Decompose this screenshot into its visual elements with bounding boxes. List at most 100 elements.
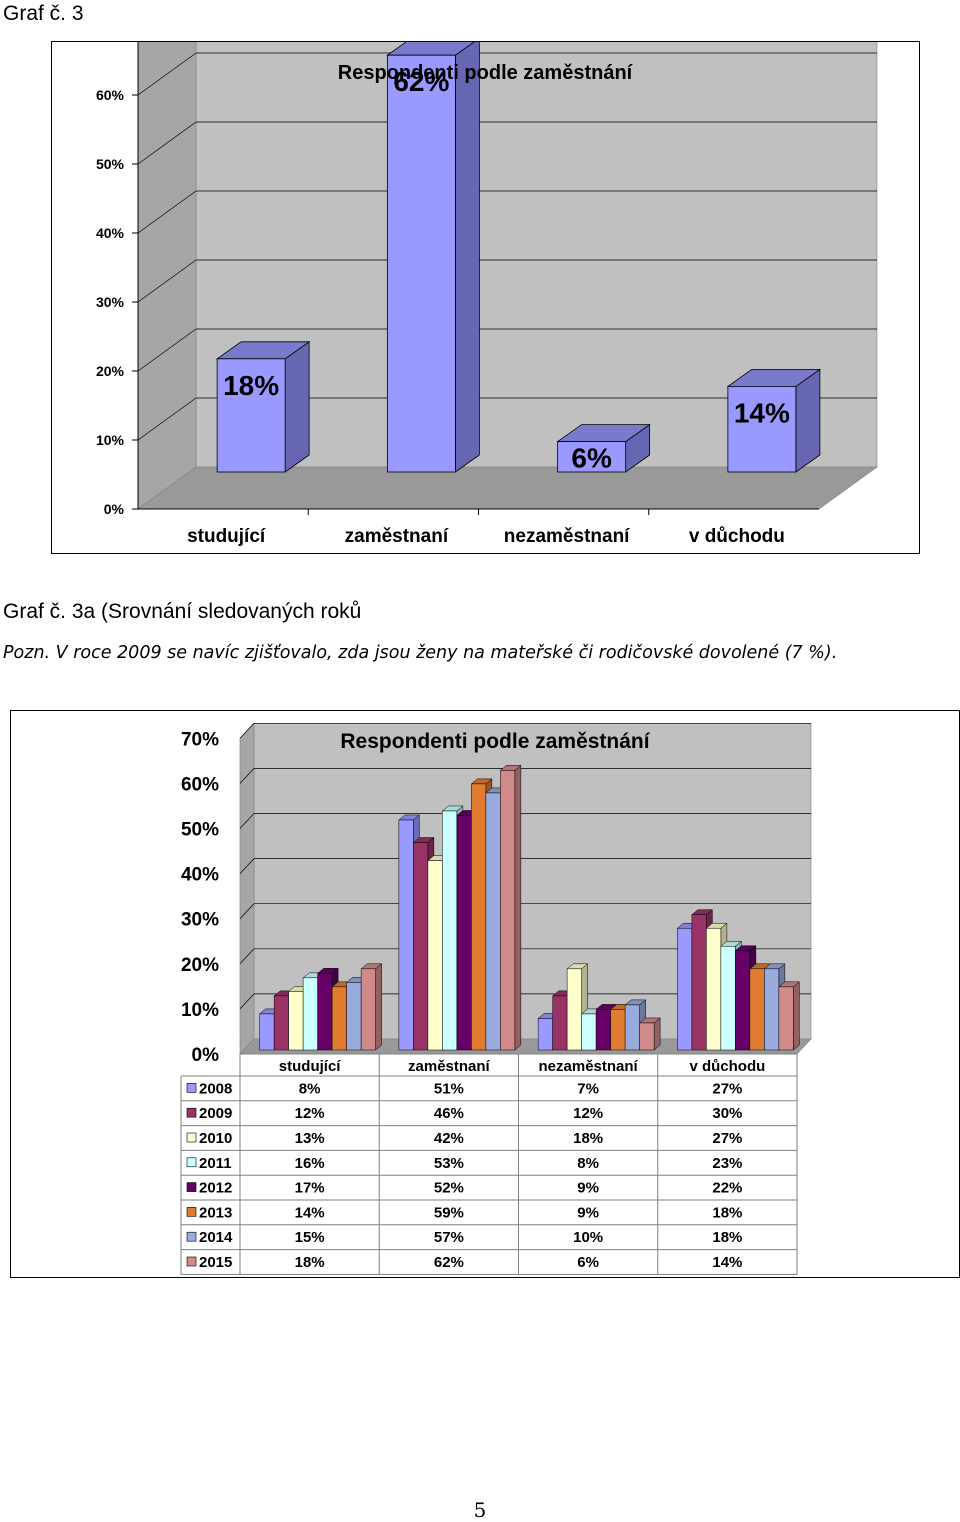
chart-2-bar-side [375,963,382,1051]
chart-2-ytick-label: 0% [192,1045,220,1066]
chart-2-bar [456,815,472,1051]
chart-2-bar [360,968,376,1051]
chart-2-bar [706,927,722,1051]
chart-1-svg: Respondenti podle zaměstnání 0% 10% 20% 30% 4… [96,0,878,547]
chart-2-svg: 0% 10% 20% 30% 40% 50% 60% 70% Respondenti podle… [180,722,812,1275]
chart-2-table-cell: 7% [577,1080,599,1097]
chart-1-bar [727,385,797,473]
chart-2-bar [442,810,458,1051]
chart-1-ytick-label: 10% [96,432,125,448]
chart-1-data-label: 14% [734,397,790,428]
chart-2-bar [566,968,582,1051]
chart-2-bar [624,1004,640,1051]
chart-2-category-label: v důchodu [689,1058,765,1075]
chart-2-gridline-side [239,903,255,919]
chart-2-bar [288,991,304,1051]
chart-1-bar-side [284,341,310,473]
chart-2-legend-label: 2009 [199,1105,232,1122]
chart-1-ytick-label: 20% [96,363,125,379]
chart-1-floor [137,466,878,510]
chart-1-bar [216,358,286,473]
chart-2-table-cell: 53% [434,1155,464,1172]
chart-2-bar [764,968,780,1051]
chart-2-bar [331,986,347,1051]
chart-2-table-cell: 18% [573,1130,603,1147]
chart-2-legend-label: 2010 [199,1130,232,1147]
chart-2-gridline-side [239,723,255,739]
chart-2-table-cell: 13% [295,1130,325,1147]
chart-2-table-cell: 6% [577,1254,599,1271]
chart-2-side-wall [239,722,255,1055]
chart-2-bar [691,914,707,1051]
chart-1-heading: Graf č. 3 [3,2,84,25]
chart-2-bar [273,995,289,1051]
chart-2-gridline-side [239,768,255,784]
chart-2-bar [581,1013,597,1051]
chart-2-ytick-label: 70% [181,729,219,750]
chart-1-title: Respondenti podle zaměstnání [338,62,634,84]
chart-2-table-cell: 27% [712,1080,742,1097]
chart-2-ytick-label: 10% [181,1000,219,1021]
chart-2-legend-key [186,1132,197,1143]
chart-1-gridline-side [137,397,197,441]
chart-2-bar [302,977,318,1051]
chart-2-table-cell: 57% [434,1229,464,1246]
chart-2-table-cell: 10% [573,1229,603,1246]
chart-2-bar [735,950,751,1051]
chart-2-table-cell: 8% [299,1080,321,1097]
chart-1-xtick-label: nezaměstnaní [504,526,630,547]
chart-2-table-cell: 62% [434,1254,464,1271]
chart-2-bar [552,995,568,1051]
chart-1-gridline-side [137,190,197,234]
chart-1-ytick-label: 60% [96,87,125,103]
chart-2-bar [595,1009,611,1051]
chart-2-table-cell: 12% [573,1105,603,1122]
chart-2-table-cell: 27% [712,1130,742,1147]
chart-2-bar [427,860,443,1051]
chart-2-heading: Graf č. 3a (Srovnání sledovaných roků [3,600,362,623]
chart-2-legend-label: 2013 [199,1204,232,1221]
chart-2-legend-key [186,1231,197,1242]
chart-2-bar-side [514,764,522,1051]
chart-2-table-cell: 14% [295,1204,325,1221]
chart-1-data-label: 18% [223,370,279,401]
chart-2-bar-side [653,1017,661,1051]
chart-2-table-cell: 14% [712,1254,742,1271]
chart-2-table-cell: 15% [295,1229,325,1246]
chart-2-table-cell: 59% [434,1204,464,1221]
chart-2-bar [749,968,765,1051]
chart-2-ytick-label: 50% [181,820,219,841]
chart-2-title: Respondenti podle zaměstnání [340,730,650,753]
chart-2-bar [677,927,693,1051]
chart-2-legend-key [186,1083,197,1093]
chart-1-ytick-label: 50% [96,156,125,172]
chart-1-bar-side [795,368,821,473]
chart-2-legend-label: 2012 [199,1180,232,1197]
chart-1-ytick-label: 0% [104,501,125,517]
chart-2-bar [471,783,487,1051]
chart-2-gridline-side [239,993,255,1010]
chart-2-table-cell: 18% [295,1254,325,1271]
chart-2-bar [317,973,333,1051]
chart-2-gridline-side [239,813,255,829]
chart-2-legend-key [186,1157,197,1168]
chart-2-bar [778,986,794,1051]
chart-2-table-cell: 18% [712,1204,742,1221]
chart-1-ytick-label: 40% [96,225,125,241]
chart-2-bar [485,792,501,1051]
page-number: 5 [473,1498,487,1522]
chart-1-frame: Respondenti podle zaměstnání 0% 10% 20% 30% 4… [51,0,920,554]
chart-2-table-cell: 12% [295,1105,325,1122]
chart-2-legend-key [186,1107,197,1118]
chart-2-bar [413,842,429,1051]
chart-2-legend-label: 2015 [199,1254,232,1271]
chart-1-data-label: 62% [393,66,449,97]
chart-2-category-label: nezaměstnaní [539,1058,639,1075]
chart-2-legend-key [186,1207,197,1217]
chart-2-category-label: studující [279,1058,342,1075]
chart-2-legend-label: 2011 [199,1155,232,1172]
chart-1-data-label: 6% [571,443,612,474]
chart-2-ytick-label: 60% [181,774,219,795]
chart-2-frame: 0% 10% 20% 30% 40% 50% 60% 70% Respondenti podle… [10,710,960,1278]
chart-1-xtick-label: v důchodu [689,526,785,547]
